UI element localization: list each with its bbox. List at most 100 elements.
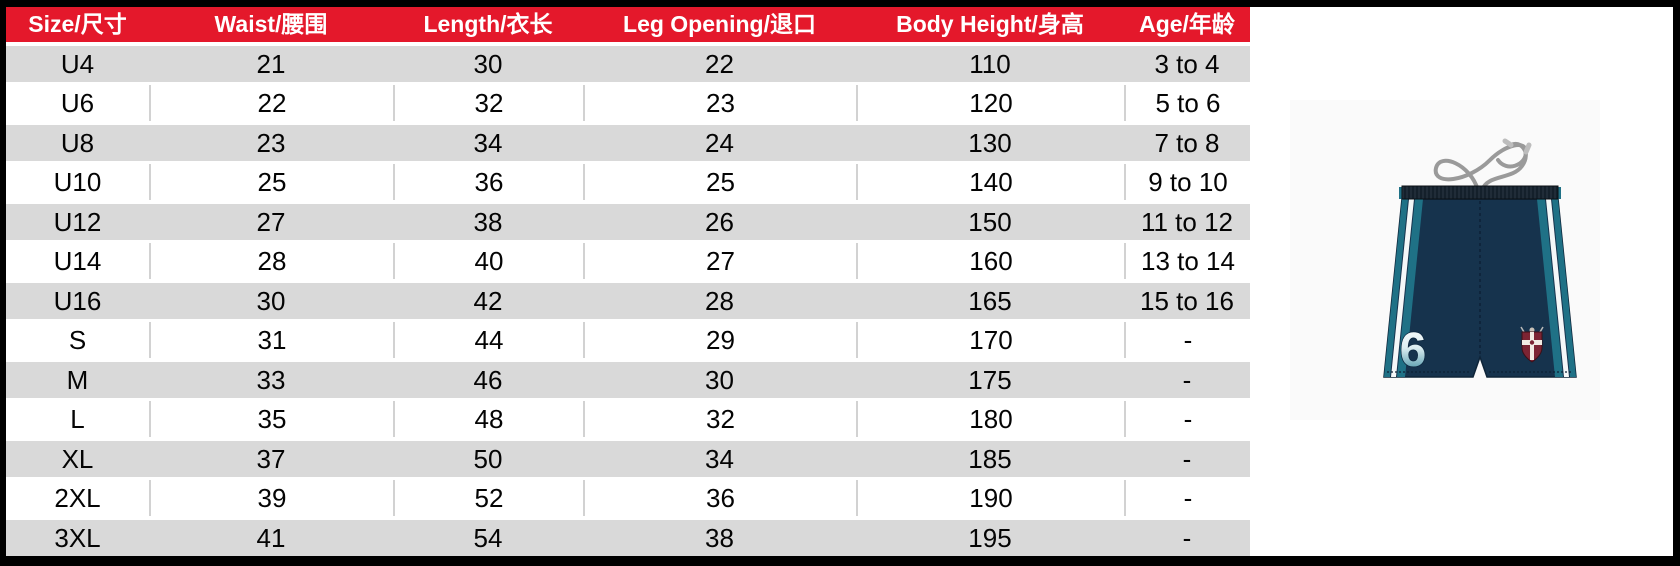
cell-waist: 37 bbox=[149, 440, 393, 477]
cell-age: - bbox=[1124, 361, 1250, 398]
table-row: S 31 44 29 170 - bbox=[6, 322, 1250, 358]
cell-body-height: 165 bbox=[856, 282, 1124, 319]
cell-size: U6 bbox=[6, 85, 149, 121]
table-row: M 33 46 30 175 - bbox=[6, 361, 1250, 398]
column-header-waist: Waist/腰围 bbox=[214, 11, 328, 37]
table-body: U4 21 30 22 110 3 to 4 U6 22 32 23 120 5… bbox=[6, 45, 1250, 556]
drawstring bbox=[1433, 138, 1532, 192]
cell-waist: 21 bbox=[149, 45, 393, 82]
cell-body-height: 150 bbox=[856, 203, 1124, 240]
cell-size: L bbox=[6, 401, 149, 437]
table-row: U10 25 36 25 140 9 to 10 bbox=[6, 164, 1250, 200]
cell-length: 52 bbox=[393, 480, 583, 516]
column-header-length: Length/衣长 bbox=[423, 11, 553, 37]
cell-age: - bbox=[1124, 480, 1250, 516]
cell-body-height: 170 bbox=[856, 322, 1124, 358]
club-crest-icon bbox=[1520, 326, 1544, 363]
table-row: 3XL 41 54 38 195 - bbox=[6, 519, 1250, 556]
cell-size: U8 bbox=[6, 124, 149, 161]
cell-waist: 39 bbox=[149, 480, 393, 516]
cell-length: 32 bbox=[393, 85, 583, 121]
cell-leg-opening: 30 bbox=[583, 361, 856, 398]
product-photo-shorts: 6 bbox=[1290, 100, 1600, 420]
waistband bbox=[1399, 185, 1561, 200]
cell-length: 48 bbox=[393, 401, 583, 437]
cell-leg-opening: 22 bbox=[583, 45, 856, 82]
cell-size: 2XL bbox=[6, 480, 149, 516]
cell-size: 3XL bbox=[6, 519, 149, 556]
cell-waist: 22 bbox=[149, 85, 393, 121]
cell-length: 38 bbox=[393, 203, 583, 240]
cell-size: S bbox=[6, 322, 149, 358]
table-row: XL 37 50 34 185 - bbox=[6, 440, 1250, 477]
cell-length: 46 bbox=[393, 361, 583, 398]
cell-age: - bbox=[1124, 322, 1250, 358]
cell-age: 9 to 10 bbox=[1124, 164, 1250, 200]
cell-age: 7 to 8 bbox=[1124, 124, 1250, 161]
cell-age: - bbox=[1124, 401, 1250, 437]
cell-body-height: 185 bbox=[856, 440, 1124, 477]
cell-leg-opening: 26 bbox=[583, 203, 856, 240]
cell-size: U14 bbox=[6, 243, 149, 279]
cell-leg-opening: 24 bbox=[583, 124, 856, 161]
cell-waist: 30 bbox=[149, 282, 393, 319]
cell-waist: 27 bbox=[149, 203, 393, 240]
cell-age: 13 to 14 bbox=[1124, 243, 1250, 279]
cell-size: M bbox=[6, 361, 149, 398]
cell-body-height: 110 bbox=[856, 45, 1124, 82]
cell-size: U10 bbox=[6, 164, 149, 200]
cell-length: 42 bbox=[393, 282, 583, 319]
cell-body-height: 190 bbox=[856, 480, 1124, 516]
column-header-size: Size/尺寸 bbox=[28, 11, 127, 37]
cell-age: 5 to 6 bbox=[1124, 85, 1250, 121]
cell-leg-opening: 27 bbox=[583, 243, 856, 279]
cell-waist: 23 bbox=[149, 124, 393, 161]
cell-waist: 25 bbox=[149, 164, 393, 200]
table-row: U8 23 34 24 130 7 to 8 bbox=[6, 124, 1250, 161]
table-row: U12 27 38 26 150 11 to 12 bbox=[6, 203, 1250, 240]
cell-size: U4 bbox=[6, 45, 149, 82]
cell-size: XL bbox=[6, 440, 149, 477]
cell-leg-opening: 34 bbox=[583, 440, 856, 477]
cell-age: 15 to 16 bbox=[1124, 282, 1250, 319]
cell-body-height: 195 bbox=[856, 519, 1124, 556]
table-row: U6 22 32 23 120 5 to 6 bbox=[6, 85, 1250, 121]
table-row: U16 30 42 28 165 15 to 16 bbox=[6, 282, 1250, 319]
cell-size: U16 bbox=[6, 282, 149, 319]
cell-waist: 31 bbox=[149, 322, 393, 358]
table-row: U14 28 40 27 160 13 to 14 bbox=[6, 243, 1250, 279]
size-chart-table: Size/尺寸 Waist/腰围 Length/衣长 Leg Opening/退… bbox=[6, 7, 1250, 556]
cell-leg-opening: 36 bbox=[583, 480, 856, 516]
cell-body-height: 120 bbox=[856, 85, 1124, 121]
cell-leg-opening: 32 bbox=[583, 401, 856, 437]
cell-leg-opening: 29 bbox=[583, 322, 856, 358]
cell-leg-opening: 28 bbox=[583, 282, 856, 319]
cell-body-height: 175 bbox=[856, 361, 1124, 398]
cell-length: 30 bbox=[393, 45, 583, 82]
table-row: U4 21 30 22 110 3 to 4 bbox=[6, 45, 1250, 82]
cell-age: 11 to 12 bbox=[1124, 203, 1250, 240]
cell-waist: 35 bbox=[149, 401, 393, 437]
cell-length: 54 bbox=[393, 519, 583, 556]
cell-age: - bbox=[1124, 440, 1250, 477]
column-header-age: Age/年龄 bbox=[1139, 11, 1235, 37]
cell-length: 34 bbox=[393, 124, 583, 161]
cell-leg-opening: 38 bbox=[583, 519, 856, 556]
cell-length: 50 bbox=[393, 440, 583, 477]
cell-length: 44 bbox=[393, 322, 583, 358]
column-header-leg-opening: Leg Opening/退口 bbox=[623, 11, 816, 37]
cell-waist: 28 bbox=[149, 243, 393, 279]
cell-age: 3 to 4 bbox=[1124, 45, 1250, 82]
cell-body-height: 140 bbox=[856, 164, 1124, 200]
cell-body-height: 130 bbox=[856, 124, 1124, 161]
table-row: L 35 48 32 180 - bbox=[6, 401, 1250, 437]
jersey-number: 6 bbox=[1400, 324, 1427, 377]
cell-leg-opening: 25 bbox=[583, 164, 856, 200]
cell-length: 36 bbox=[393, 164, 583, 200]
cell-length: 40 bbox=[393, 243, 583, 279]
cell-leg-opening: 23 bbox=[583, 85, 856, 121]
table-header-row: Size/尺寸 Waist/腰围 Length/衣长 Leg Opening/退… bbox=[6, 7, 1250, 42]
column-header-body-height: Body Height/身高 bbox=[896, 11, 1084, 37]
right-stripes bbox=[1537, 199, 1576, 377]
